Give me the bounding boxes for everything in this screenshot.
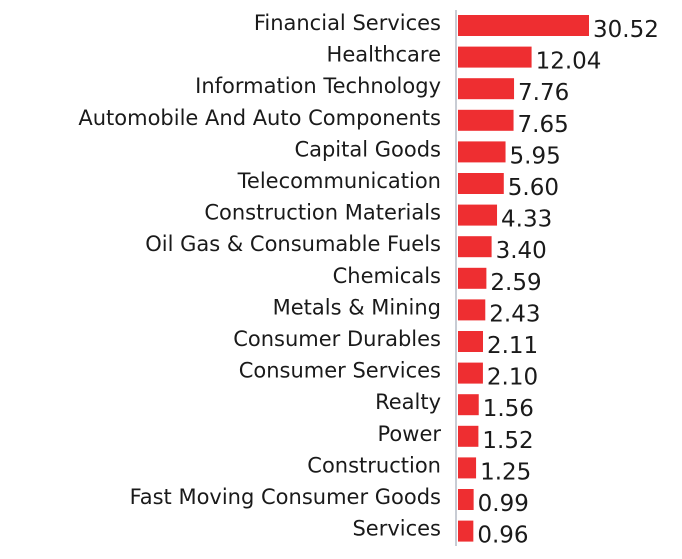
bar bbox=[458, 489, 474, 510]
category-label: Consumer Services bbox=[239, 359, 441, 383]
value-label: 12.04 bbox=[536, 49, 602, 75]
category-label: Chemicals bbox=[333, 264, 441, 288]
category-label: Consumer Durables bbox=[233, 327, 441, 351]
value-label: 1.25 bbox=[480, 459, 531, 485]
value-label: 30.52 bbox=[593, 17, 659, 43]
bar bbox=[458, 394, 479, 416]
value-label: 7.65 bbox=[518, 112, 569, 138]
bar bbox=[458, 46, 532, 68]
category-label: Automobile And Auto Components bbox=[78, 106, 441, 130]
bar bbox=[458, 457, 477, 479]
category-label: Financial Services bbox=[254, 11, 441, 35]
value-label: 2.59 bbox=[490, 270, 541, 296]
category-label: Construction Materials bbox=[204, 201, 441, 225]
bar bbox=[458, 15, 589, 36]
value-label: 3.40 bbox=[496, 238, 547, 264]
bar bbox=[458, 204, 498, 226]
category-label: Fast Moving Consumer Goods bbox=[130, 485, 441, 509]
category-label: Healthcare bbox=[327, 43, 441, 67]
bar bbox=[458, 299, 486, 321]
bar bbox=[458, 267, 487, 289]
value-label: 1.52 bbox=[482, 428, 533, 454]
category-label: Services bbox=[352, 517, 441, 541]
value-label: 0.96 bbox=[477, 523, 528, 549]
category-label: Power bbox=[378, 422, 442, 446]
category-label: Oil Gas & Consumable Fuels bbox=[145, 232, 441, 256]
bar bbox=[458, 109, 514, 131]
value-label: 5.95 bbox=[510, 143, 561, 169]
category-label: Information Technology bbox=[195, 74, 441, 98]
bar bbox=[458, 78, 515, 100]
value-label: 2.43 bbox=[489, 301, 540, 327]
value-label: 0.99 bbox=[478, 491, 529, 517]
bar bbox=[458, 425, 479, 447]
value-label: 7.76 bbox=[518, 80, 569, 106]
category-label: Metals & Mining bbox=[273, 295, 441, 319]
bar bbox=[458, 173, 504, 194]
category-label: Telecommunication bbox=[237, 169, 441, 193]
category-label: Realty bbox=[375, 390, 441, 414]
value-label: 1.56 bbox=[483, 396, 534, 422]
category-label: Construction bbox=[307, 453, 441, 477]
bar bbox=[458, 236, 492, 258]
bar bbox=[458, 141, 506, 163]
category-label: Capital Goods bbox=[294, 137, 441, 161]
bar bbox=[458, 520, 474, 542]
value-label: 2.11 bbox=[487, 333, 538, 359]
bar bbox=[458, 362, 483, 384]
value-label: 2.10 bbox=[487, 365, 538, 391]
value-label: 4.33 bbox=[501, 207, 552, 233]
bar bbox=[458, 331, 483, 352]
value-label: 5.60 bbox=[508, 175, 559, 201]
